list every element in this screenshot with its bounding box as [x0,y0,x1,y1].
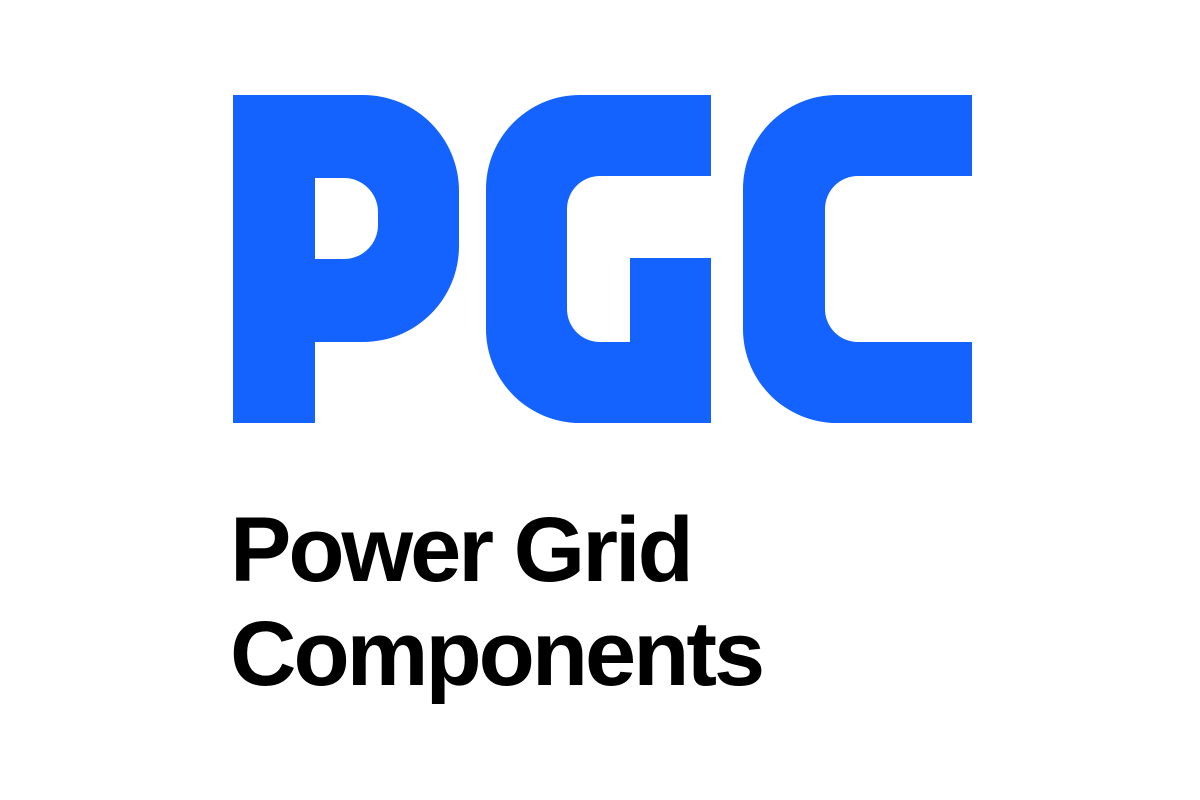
logo-letter-p [233,95,459,423]
company-wordmark: Power Grid Components [230,498,765,706]
logo-letter-g [486,95,711,423]
pgc-logo-letters [233,95,972,423]
company-name-line-2: Components [230,603,765,705]
company-name-line-1: Power Grid [230,499,694,601]
logo-letter-c [743,95,972,423]
